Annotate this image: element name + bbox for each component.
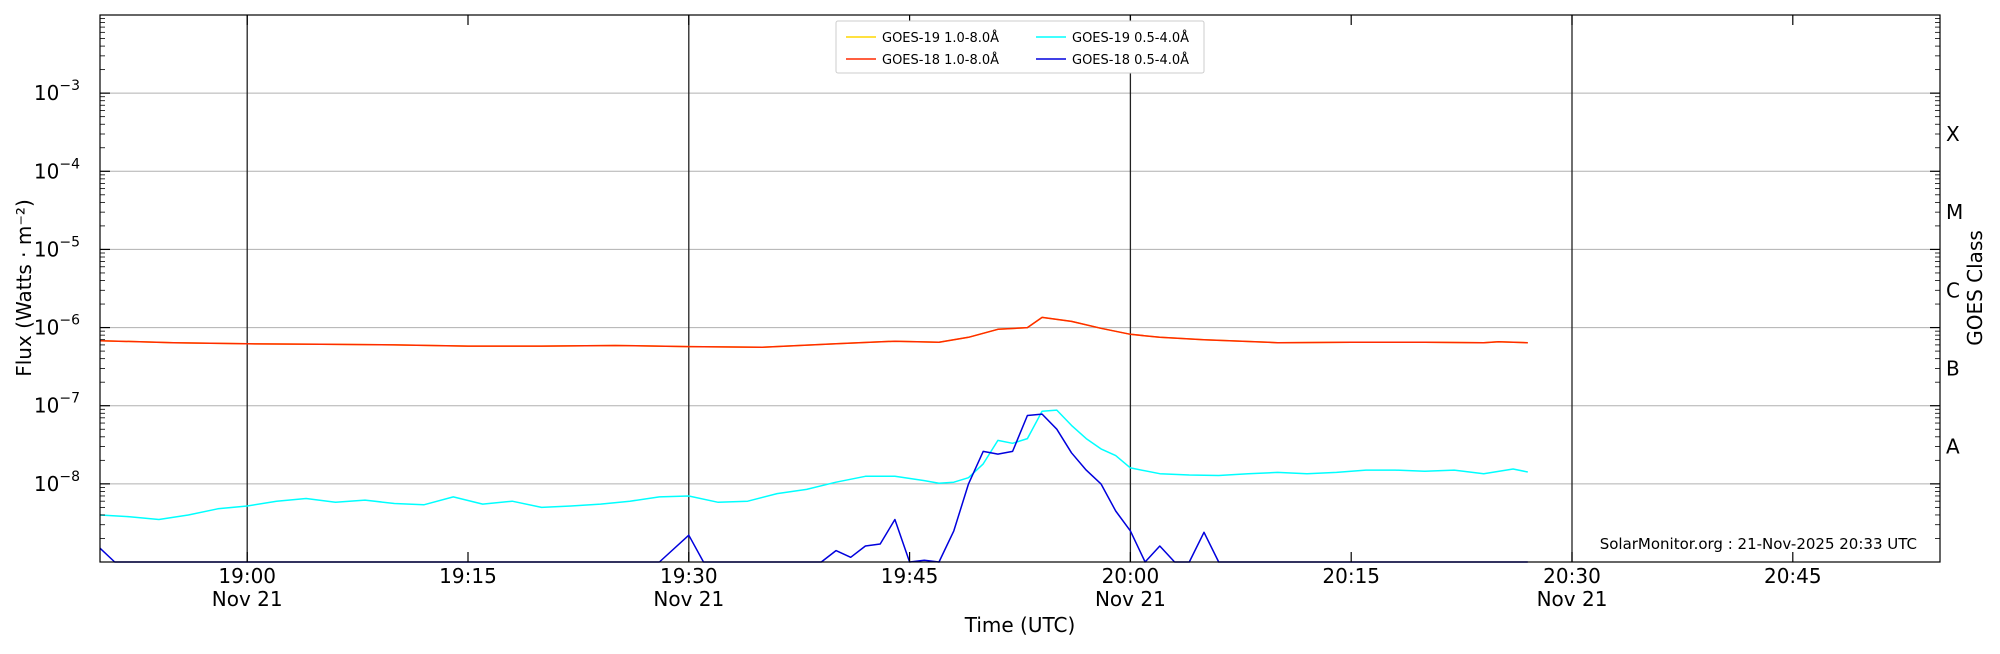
- x-tick-date-6: Nov 21: [1537, 587, 1608, 611]
- series-line-3: [99, 413, 1528, 563]
- y-tick-label-0: 10−8: [34, 469, 80, 496]
- series-line-2: [99, 409, 1528, 521]
- x-tick-date-2: Nov 21: [653, 587, 724, 611]
- data-series: [99, 316, 1528, 563]
- x-tick-label-3: 19:45: [881, 564, 939, 588]
- x-tick-label-4: 20:00: [1102, 564, 1160, 588]
- goes-class-a: A: [1946, 435, 1960, 459]
- goes-class-b: B: [1946, 356, 1960, 380]
- y-tick-label-1: 10−7: [34, 391, 80, 418]
- legend-label-2: GOES-19 0.5-4.0Å: [1072, 30, 1189, 46]
- goes-class-c: C: [1946, 278, 1960, 302]
- x-tick-label-6: 20:30: [1543, 564, 1601, 588]
- series-line-1: [99, 316, 1528, 348]
- y-tick-label-3: 10−5: [34, 234, 80, 261]
- grid-lines: [100, 92, 1940, 485]
- legend-box: [835, 20, 1205, 74]
- legend-label-3: GOES-18 0.5-4.0Å: [1072, 52, 1189, 68]
- x-axis-title: Time (UTC): [964, 613, 1076, 637]
- legend-label-0: GOES-19 1.0-8.0Å: [882, 30, 999, 46]
- legend: GOES-19 1.0-8.0Å GOES-18 1.0-8.0Å GOES-19 …: [835, 20, 1205, 74]
- x-tick-date-4: Nov 21: [1095, 587, 1166, 611]
- time-markers: [246, 15, 1573, 562]
- plot-frame: [99, 14, 1941, 563]
- x-tick-label-1: 19:15: [439, 564, 497, 588]
- y-tick-label-4: 10−4: [34, 156, 80, 183]
- y-axis: 10−8 10−7 10−6 10−5 10−4 10−3: [34, 18, 1940, 539]
- y-tick-label-5: 10−3: [34, 78, 80, 105]
- y-axis-title: Flux (Watts · m⁻²): [12, 199, 36, 377]
- right-axis-title: GOES Class: [1963, 230, 1987, 346]
- goes-class-x: X: [1946, 122, 1960, 146]
- goes-class-axis: A B C M X: [1946, 122, 1963, 459]
- x-tick-label-2: 19:30: [660, 564, 718, 588]
- y-tick-label-2: 10−6: [34, 313, 80, 340]
- credit-text: SolarMonitor.org : 21-Nov-2025 20:33 UTC: [1600, 535, 1917, 553]
- x-tick-label-7: 20:45: [1764, 564, 1822, 588]
- x-tick-label-5: 20:15: [1322, 564, 1380, 588]
- x-tick-date-0: Nov 21: [212, 587, 283, 611]
- x-tick-label-0: 19:00: [218, 564, 276, 588]
- goes-class-m: M: [1946, 200, 1963, 224]
- legend-label-1: GOES-18 1.0-8.0Å: [882, 52, 999, 68]
